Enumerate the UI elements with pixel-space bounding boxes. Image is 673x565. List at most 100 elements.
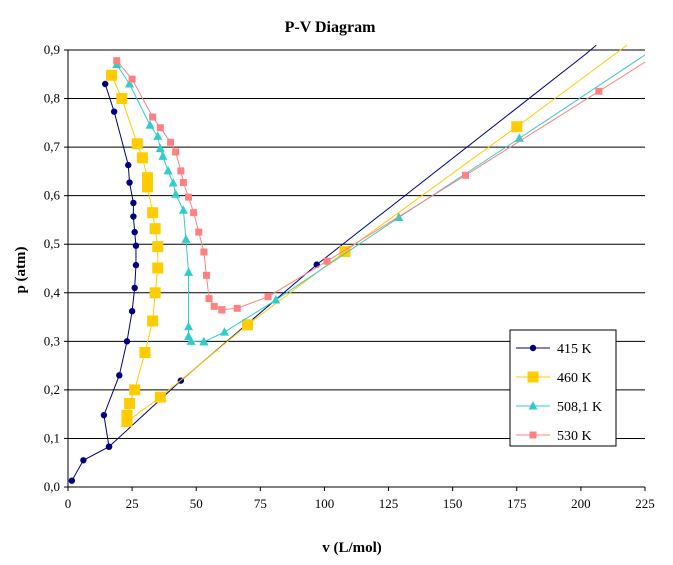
data-point [200,248,208,256]
data-point [242,319,254,331]
data-point [155,143,165,153]
data-point [339,246,351,258]
chart-title: P-V Diagram [285,19,376,36]
data-point [179,179,187,187]
data-point [195,228,203,236]
data-point [181,234,191,243]
data-point [147,207,159,219]
data-point [130,199,137,207]
x-tick-labels: 0 25 50 75 100 125 150 175 200 225 [65,487,655,511]
y-tick-label: 0,0 [44,479,60,494]
data-point [130,213,137,220]
data-point [461,171,469,179]
data-point [110,108,118,115]
legend-box [509,329,617,447]
series-line [126,44,628,422]
series-line [116,60,223,311]
legend-label: 415 K [557,342,592,357]
data-point [141,181,153,193]
y-tick-label: 0,8 [44,91,60,106]
legend-marker [529,344,537,352]
data-point [132,242,140,249]
y-tick-labels: 0,0 0,1 0,2 0,3 0,4 0,5 0,6 0,7 0,8 0,9 [44,42,68,494]
data-point [218,306,226,314]
data-point [514,133,524,142]
data-point [113,57,121,65]
x-tick-label: 125 [379,496,399,511]
data-point [125,161,132,169]
data-point [190,209,198,217]
x-tick-label: 100 [315,496,335,511]
legend-marker [528,401,538,410]
data-point [184,331,194,340]
series-group [68,44,645,484]
data-point [149,113,157,121]
data-point [105,443,113,450]
data-point [264,293,272,301]
data-point [80,457,87,464]
y-tick-label: 0,9 [44,42,60,57]
series-4 [113,57,645,314]
data-point [219,327,229,336]
data-point [136,152,148,164]
data-point [152,241,164,253]
data-point [131,138,143,150]
data-point [205,295,213,303]
data-point [199,336,209,346]
y-axis-label: p (atm) [13,246,29,293]
data-point [123,338,131,345]
data-point [184,267,194,276]
y-tick-label: 0,5 [44,236,60,251]
data-point [106,69,118,81]
data-point [116,372,123,379]
x-tick-label: 150 [443,496,463,511]
series-line [221,61,645,311]
data-point [129,384,141,396]
y-tick-label: 0,7 [44,139,61,154]
legend-marker [529,431,537,439]
series-3 [112,54,645,346]
data-point [185,193,193,201]
data-point [186,336,196,345]
data-point [141,172,153,184]
data-point [128,75,136,83]
x-tick-label: 75 [254,496,267,511]
data-point [511,121,523,133]
x-tick-label: 200 [571,496,591,511]
data-point [172,148,180,156]
data-point [168,178,178,187]
gridlines [68,49,645,439]
legend-label: 460 K [557,371,592,386]
legend-label: 508,1 K [557,400,602,415]
data-point [125,78,135,88]
data-point [101,80,109,88]
data-point [323,257,331,265]
legend: 415 K 460 K 508,1 K 530 K [509,329,617,447]
series-1 [68,44,597,484]
data-point [149,223,161,235]
data-point [202,271,210,279]
data-point [156,124,164,132]
axes [67,50,645,488]
x-tick-label: 25 [126,496,139,511]
data-point [153,131,163,140]
data-point [121,415,133,427]
data-point [139,347,151,359]
data-point [184,321,194,331]
data-point [128,308,136,315]
series-2 [106,44,628,427]
data-point [131,228,138,236]
data-point [131,284,138,292]
data-point [145,120,155,129]
data-point [271,295,281,304]
data-point [149,287,161,299]
data-point [233,304,241,312]
data-point [68,477,76,484]
data-point [163,165,173,175]
data-point [121,409,133,421]
data-point [171,189,181,198]
data-point [210,302,218,310]
data-point [147,315,159,327]
y-tick-label: 0,6 [44,188,61,203]
data-point [100,411,108,419]
